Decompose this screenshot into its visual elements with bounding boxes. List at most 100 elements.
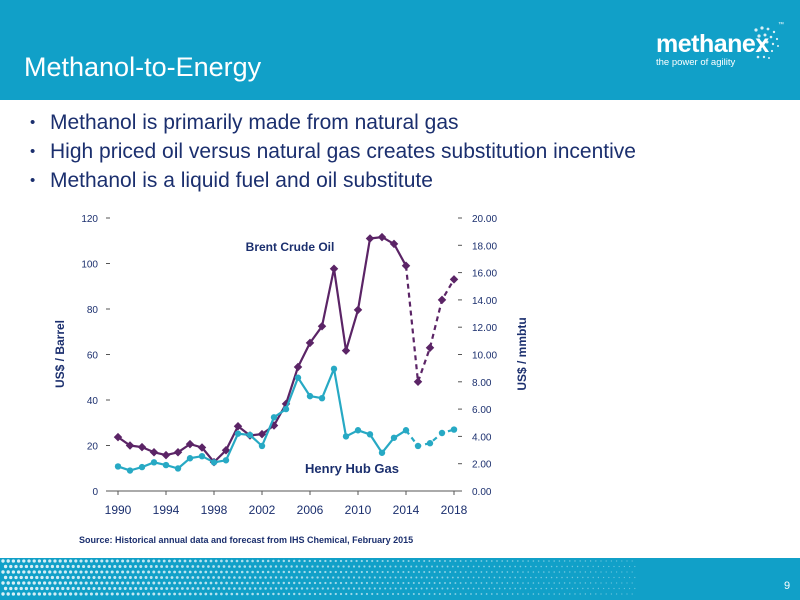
- footer-dot: [66, 575, 70, 580]
- footer-dot: [514, 565, 517, 568]
- footer-dot: [373, 576, 376, 579]
- footer-dot: [183, 581, 187, 585]
- footer-dot: [9, 564, 13, 569]
- x-tick-label: 2014: [393, 503, 420, 517]
- footer-dot: [259, 576, 262, 579]
- footer-dot: [199, 581, 202, 585]
- footer-dot: [425, 587, 428, 590]
- footer-dot: [595, 593, 597, 595]
- footer-dot: [464, 571, 467, 573]
- footer-dot: [347, 565, 350, 568]
- y-right-tick-label: 2.00: [472, 460, 492, 471]
- footer-dot: [269, 587, 273, 590]
- footer-dot: [548, 560, 550, 562]
- footer-dot: [623, 587, 626, 590]
- footer-dot: [6, 570, 10, 574]
- footer-dot: [37, 570, 42, 574]
- footer-dot: [56, 586, 60, 591]
- footer-dot: [530, 587, 532, 590]
- footer-dot: [548, 593, 550, 595]
- footer-dot: [386, 592, 389, 596]
- logo-trademark: ™: [778, 22, 784, 28]
- footer-dot: [32, 559, 36, 563]
- footer-dot: [248, 565, 252, 568]
- footer-dot: [376, 559, 379, 563]
- bullet-text: Methanol is primarily made from natural …: [50, 111, 459, 134]
- footer-dot: [188, 592, 192, 596]
- footer-dot: [368, 587, 371, 590]
- footer-dot: [89, 592, 93, 596]
- footer-dot: [154, 576, 158, 579]
- footer-dot: [227, 587, 231, 590]
- footer-dot: [462, 565, 465, 568]
- footer-dot: [548, 571, 550, 573]
- footer-dot: [319, 592, 322, 596]
- y-right-tick-label: 6.00: [472, 405, 492, 416]
- footer-band: [0, 558, 800, 600]
- footer-dot: [230, 592, 234, 596]
- footer-dot: [615, 571, 618, 573]
- footer-dot: [553, 560, 555, 562]
- footer-dot: [40, 586, 44, 591]
- footer-dot: [256, 592, 260, 596]
- footer-dot: [352, 565, 356, 568]
- footer-dot: [82, 575, 86, 580]
- footer-dot: [519, 565, 522, 568]
- footer-dot: [407, 559, 410, 563]
- footer-dot: [584, 571, 587, 573]
- footer-dot: [397, 570, 400, 574]
- footer-dot: [433, 560, 436, 562]
- footer-dot: [313, 559, 317, 563]
- footer-dot: [308, 570, 311, 574]
- footer-dot: [530, 565, 532, 568]
- footer-dot: [584, 593, 587, 595]
- footer-dot: [186, 587, 189, 590]
- footer-dot: [441, 576, 444, 579]
- footer-dot: [457, 587, 459, 590]
- footer-dot: [516, 560, 519, 562]
- footer-dot: [626, 571, 628, 573]
- footer-dot: [339, 581, 343, 585]
- footer-dot: [579, 582, 581, 584]
- footer-dot: [584, 582, 587, 584]
- footer-dot: [618, 587, 620, 590]
- footer-dot: [631, 560, 633, 562]
- footer-dot: [329, 592, 332, 596]
- footer-dot: [503, 565, 506, 568]
- data-point: [401, 261, 411, 271]
- footer-dot: [154, 565, 158, 568]
- footer-dot: [418, 571, 420, 573]
- footer-dot: [394, 576, 397, 579]
- footer-dot: [574, 593, 576, 595]
- footer-dot: [506, 582, 509, 584]
- footer-dot: [79, 581, 83, 585]
- footer-dot: [139, 576, 143, 579]
- footer-dot: [279, 576, 283, 579]
- footer-dot: [123, 565, 127, 568]
- footer-dot: [279, 565, 283, 568]
- footer-dot: [592, 565, 594, 568]
- data-point: [270, 414, 278, 421]
- footer-dot: [214, 592, 218, 596]
- footer-dot: [610, 560, 613, 562]
- footer-dot: [556, 565, 558, 568]
- footer-dot: [613, 587, 615, 590]
- footer-dot: [470, 593, 472, 595]
- footer-dot: [35, 575, 39, 580]
- footer-dot: [378, 587, 382, 590]
- footer-dot: [251, 581, 254, 585]
- data-point: [113, 432, 123, 442]
- data-point: [329, 264, 339, 273]
- footer-dot: [605, 593, 607, 595]
- footer-dot: [454, 582, 457, 584]
- source-note: Source: Historical annual data and forec…: [79, 535, 414, 545]
- footer-dot: [326, 587, 330, 590]
- footer-dot: [261, 592, 265, 596]
- data-point: [150, 459, 158, 466]
- footer-dot: [509, 576, 511, 579]
- footer-dot: [207, 565, 210, 568]
- footer-dot: [131, 581, 135, 585]
- footer-dot: [115, 581, 119, 585]
- footer-dot: [545, 576, 548, 579]
- footer-dot: [183, 570, 187, 574]
